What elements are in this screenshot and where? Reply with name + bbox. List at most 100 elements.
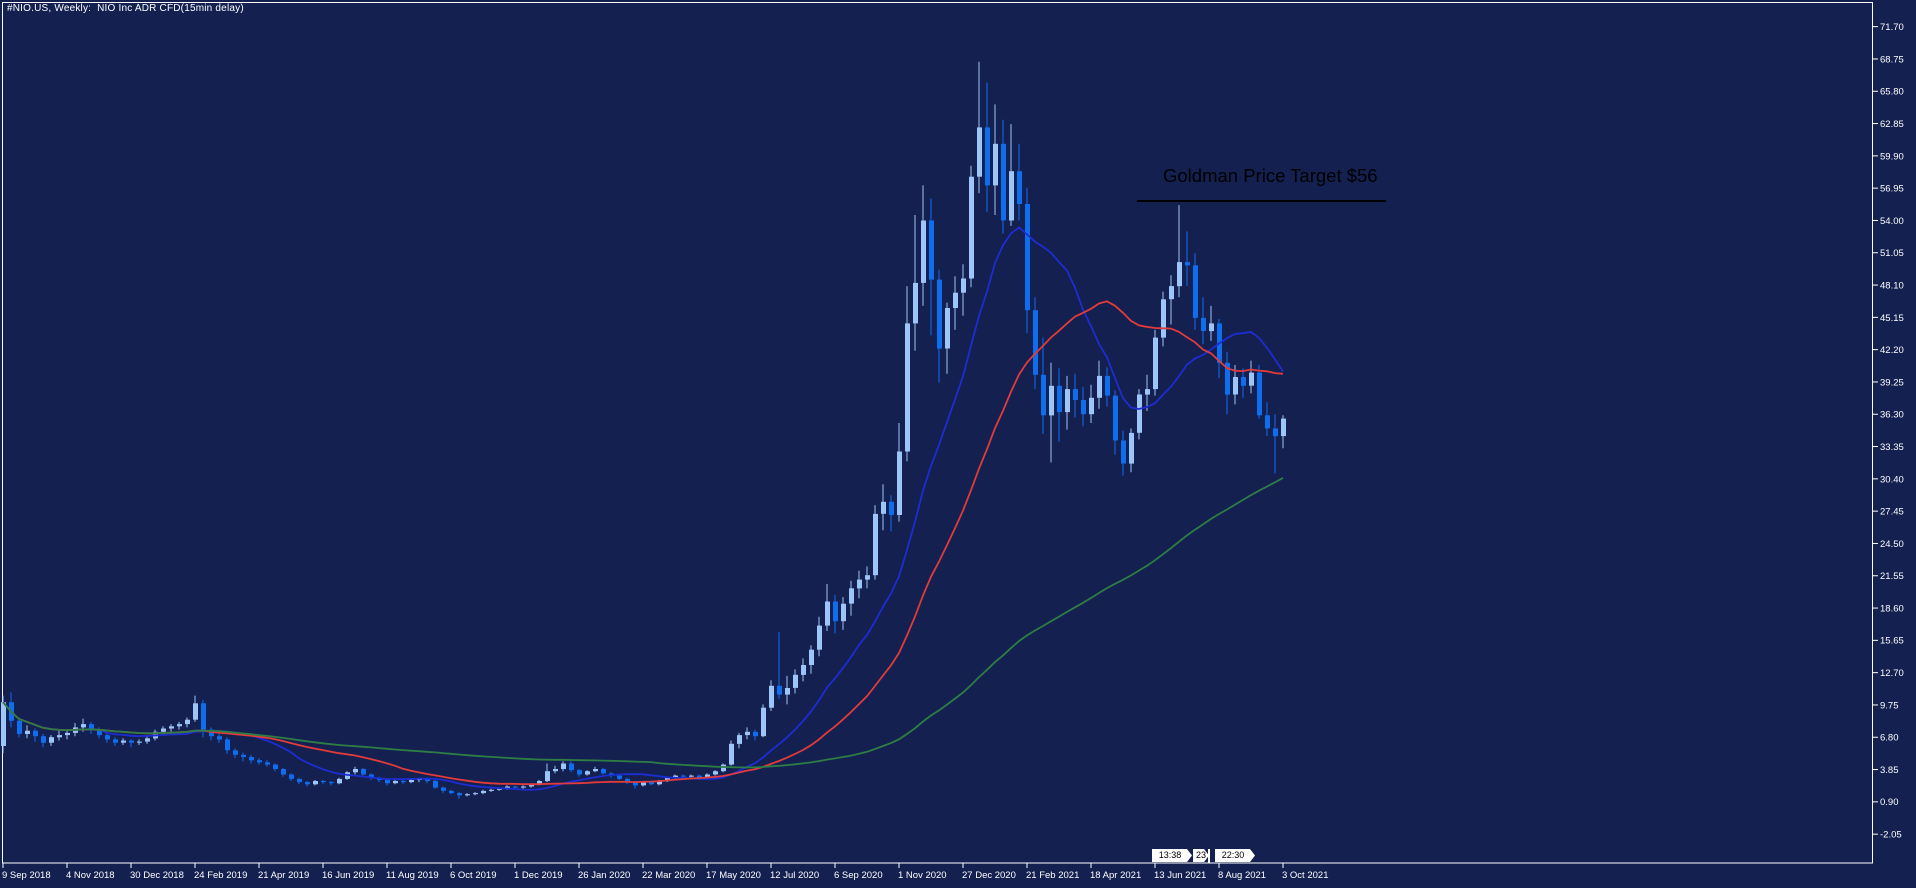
candle-body: [193, 703, 198, 720]
candle-body: [289, 774, 294, 779]
x-axis-label: 22 Mar 2020: [642, 870, 695, 881]
candle-body: [25, 730, 30, 734]
y-axis-label: 21.55: [1880, 571, 1904, 582]
candle-body: [49, 737, 54, 743]
candle-body: [97, 729, 102, 736]
time-tag-23[interactable]: 23: [1193, 849, 1209, 862]
x-axis-label: 30 Dec 2018: [130, 870, 184, 881]
price-target-underline[interactable]: [1137, 200, 1386, 202]
candle-body: [633, 782, 638, 786]
candle-body: [785, 688, 790, 695]
candle-body: [1185, 262, 1190, 266]
candle-body: [913, 282, 918, 324]
candle-body: [1201, 317, 1206, 331]
y-axis-label: 0.90: [1880, 797, 1899, 808]
candle-body: [57, 735, 62, 738]
candle-body: [17, 720, 22, 734]
candle-body: [401, 781, 406, 783]
candle-body: [529, 784, 534, 787]
candle-body: [553, 769, 558, 772]
candle-body: [161, 728, 166, 732]
y-axis-label: 33.35: [1880, 442, 1904, 453]
candle-body: [657, 781, 662, 785]
x-axis-label: 12 Jul 2020: [770, 870, 819, 881]
candle-body: [361, 769, 366, 775]
candle-body: [1209, 323, 1214, 332]
candle-body: [929, 220, 934, 280]
candle-body: [697, 775, 702, 778]
candle-body: [137, 741, 142, 743]
x-axis-label: 6 Sep 2020: [834, 870, 883, 881]
y-axis-label: 48.10: [1880, 281, 1904, 292]
time-tag-1338[interactable]: 13:38: [1152, 849, 1192, 862]
candle-body: [881, 501, 886, 514]
candle-body: [1121, 440, 1126, 464]
candle-body: [1001, 143, 1006, 221]
candle-body: [1073, 389, 1078, 400]
candle-body: [889, 501, 894, 515]
candle-body: [1089, 397, 1094, 415]
candle-body: [1161, 299, 1166, 338]
candle-body: [993, 143, 998, 186]
candle-body: [1233, 377, 1238, 395]
candle-body: [569, 763, 574, 771]
x-axis-label: 18 Apr 2021: [1090, 870, 1141, 881]
y-axis-label: 65.80: [1880, 87, 1904, 98]
x-axis-label: 21 Apr 2019: [258, 870, 309, 881]
candle-body: [385, 779, 390, 784]
candle-body: [961, 278, 966, 293]
candle-body: [409, 779, 414, 783]
candle-body: [601, 769, 606, 774]
candle-body: [897, 451, 902, 515]
y-axis-label: 9.75: [1880, 700, 1899, 711]
ma-line-26[interactable]: [2, 300, 1284, 786]
candle-body: [497, 788, 502, 790]
candle-body: [265, 762, 270, 765]
candle-body: [481, 790, 486, 794]
x-axis-label: 1 Dec 2019: [514, 870, 563, 881]
plot-area-border: [2, 2, 1873, 864]
candle-body: [489, 789, 494, 791]
candle-body: [1105, 375, 1110, 396]
y-axis-label: 30.40: [1880, 474, 1904, 485]
candle-body: [241, 754, 246, 757]
candle-body: [1097, 375, 1102, 398]
candle-body: [769, 685, 774, 708]
time-tag-tick: [1208, 849, 1210, 863]
x-axis-label: 9 Sep 2018: [2, 870, 51, 881]
ma-line-82[interactable]: [2, 477, 1284, 769]
candle-body: [977, 127, 982, 177]
candle-body: [321, 781, 326, 783]
y-axis-label: 42.20: [1880, 345, 1904, 356]
candle-body: [65, 732, 70, 736]
candle-body: [681, 775, 686, 777]
y-axis-label: 24.50: [1880, 539, 1904, 550]
candle-body: [641, 782, 646, 786]
candle-body: [513, 786, 518, 788]
price-target-annotation[interactable]: Goldman Price Target $56: [1163, 165, 1378, 186]
candle-body: [745, 731, 750, 736]
candle-body: [617, 775, 622, 779]
candle-body: [41, 736, 46, 743]
candle-body: [201, 703, 206, 730]
candle-body: [225, 739, 230, 751]
time-tag-2230[interactable]: 22:30: [1215, 849, 1255, 862]
candle-body: [217, 736, 222, 740]
candle-body: [1265, 415, 1270, 429]
candle-body: [593, 769, 598, 772]
candle-body: [1017, 171, 1022, 204]
candle-body: [1177, 262, 1182, 287]
y-axis-label: 39.25: [1880, 377, 1904, 388]
candle-body: [521, 786, 526, 788]
candle-body: [1129, 432, 1134, 464]
candle-body: [257, 760, 262, 763]
y-axis-label: 6.80: [1880, 733, 1899, 744]
candle-body: [1257, 372, 1262, 416]
candle-body: [673, 775, 678, 778]
y-axis-label: 71.70: [1880, 22, 1904, 33]
candle-body: [305, 782, 310, 785]
candle-body: [1225, 362, 1230, 395]
y-axis-label: 59.90: [1880, 151, 1904, 162]
x-axis-label: 17 May 2020: [706, 870, 761, 881]
